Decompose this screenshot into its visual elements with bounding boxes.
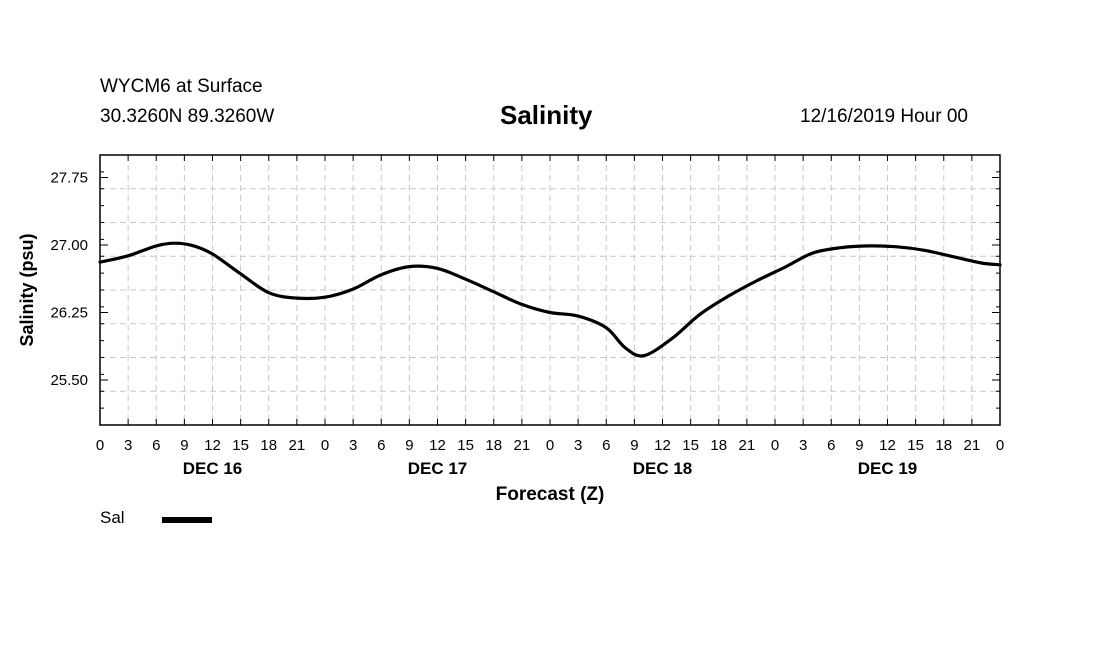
series-line-sal (98, 241, 1002, 358)
day-label: DEC 16 (183, 459, 243, 478)
x-tick-label: 0 (546, 437, 554, 454)
datetime-label: 12/16/2019 Hour 00 (800, 106, 968, 127)
x-axis: 0 3 6 9 12 15 18 21 0 3 6 9 12 15 18 21 0 3 6 9 12 15 18 21 0 3 6 9… (96, 155, 1004, 478)
y-tick-label: 25.50 (50, 372, 88, 389)
plot-frame (99, 154, 1001, 426)
x-tick-label: 18 (485, 437, 502, 454)
station-label: WYCM6 at Surface (100, 76, 263, 97)
x-tick-label: 3 (574, 437, 582, 454)
x-tick-label: 6 (827, 437, 835, 454)
x-tick-label: 21 (964, 437, 981, 454)
x-tick-label: 0 (96, 437, 104, 454)
x-tick-label: 15 (457, 437, 474, 454)
x-tick-label: 15 (232, 437, 249, 454)
series-layer (98, 241, 1002, 358)
day-label: DEC 18 (633, 459, 693, 478)
x-tick-label: 18 (935, 437, 952, 454)
x-tick-label: 21 (514, 437, 531, 454)
y-axis-label: Salinity (psu) (17, 233, 37, 346)
coordinates-label: 30.3260N 89.3260W (100, 106, 275, 127)
x-tick-label: 15 (682, 437, 699, 454)
day-label: DEC 17 (408, 459, 468, 478)
x-tick-label: 3 (124, 437, 132, 454)
x-tick-label: 9 (630, 437, 638, 454)
x-tick-label: 12 (654, 437, 671, 454)
y-tick-label: 27.00 (50, 237, 88, 254)
x-tick-label: 12 (204, 437, 221, 454)
legend-swatch-sal (162, 517, 212, 523)
day-label: DEC 19 (858, 459, 918, 478)
x-tick-label: 9 (180, 437, 188, 454)
x-tick-label: 18 (710, 437, 727, 454)
x-tick-label: 9 (855, 437, 863, 454)
grid-lines (100, 155, 1000, 425)
x-tick-label: 6 (602, 437, 610, 454)
x-tick-label: 18 (260, 437, 277, 454)
x-tick-label: 6 (152, 437, 160, 454)
chart-title: Salinity (500, 100, 593, 130)
x-tick-label: 21 (739, 437, 756, 454)
x-tick-label: 0 (321, 437, 329, 454)
x-axis-label: Forecast (Z) (496, 484, 605, 505)
x-tick-label: 0 (996, 437, 1004, 454)
y-tick-label: 26.25 (50, 305, 88, 322)
x-tick-label: 3 (799, 437, 807, 454)
x-tick-label: 12 (429, 437, 446, 454)
x-tick-label: 3 (349, 437, 357, 454)
x-tick-label: 21 (289, 437, 306, 454)
x-tick-label: 9 (405, 437, 413, 454)
x-tick-label: 12 (879, 437, 896, 454)
x-tick-label: 15 (907, 437, 924, 454)
legend-label-sal: Sal (100, 508, 125, 527)
y-tick-label: 27.75 (50, 170, 88, 187)
x-tick-label: 6 (377, 437, 385, 454)
x-tick-label: 0 (771, 437, 779, 454)
y-axis: 25.50 26.25 27.00 27.75 (50, 170, 1000, 409)
